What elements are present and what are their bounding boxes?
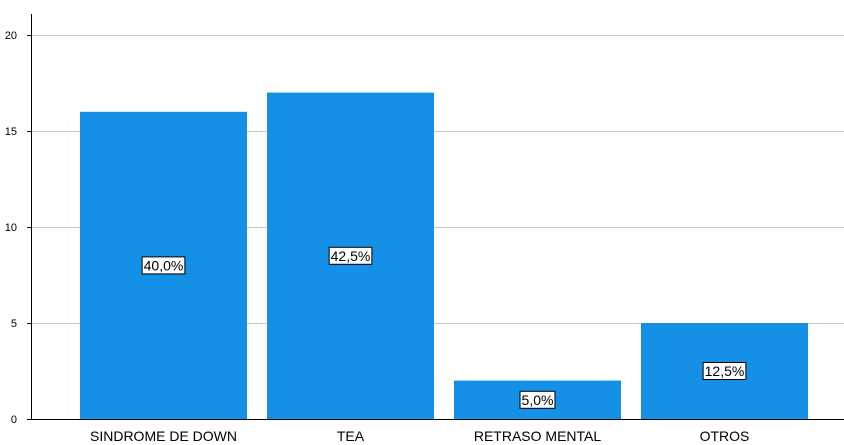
data-label-text: 12,5% xyxy=(705,363,745,379)
x-tick-label: SINDROME DE DOWN xyxy=(90,428,237,444)
y-tick-label: 10 xyxy=(5,222,17,234)
data-label-text: 5,0% xyxy=(522,392,554,408)
data-label-text: 42,5% xyxy=(331,248,371,264)
data-label-box xyxy=(328,246,373,265)
data-labels: 40,0% 42,5% 5,0% 12,5% xyxy=(141,246,747,409)
data-label-box xyxy=(141,256,186,275)
x-tick-label: OTROS xyxy=(700,428,750,444)
y-tick-label: 15 xyxy=(5,126,17,138)
data-label: 12,5% xyxy=(702,362,747,380)
data-label: 40,0% xyxy=(141,256,186,275)
x-tick-labels: SINDROME DE DOWN TEA RETRASO MENTAL OTROS xyxy=(90,428,749,444)
x-tick-label: RETRASO MENTAL xyxy=(474,428,602,444)
y-tick-labels: 0 5 10 15 20 xyxy=(5,30,31,426)
x-tick-label: TEA xyxy=(337,428,365,444)
y-tick-label: 20 xyxy=(5,30,17,42)
y-tick-label: 0 xyxy=(11,414,17,426)
data-label-box xyxy=(702,362,747,380)
data-label-text: 40,0% xyxy=(144,257,184,273)
data-label: 42,5% xyxy=(328,246,373,265)
y-tick-label: 5 xyxy=(11,318,17,330)
data-label-box xyxy=(519,390,556,409)
axes xyxy=(31,14,844,420)
bars xyxy=(80,92,808,420)
data-label: 5,0% xyxy=(519,390,556,409)
